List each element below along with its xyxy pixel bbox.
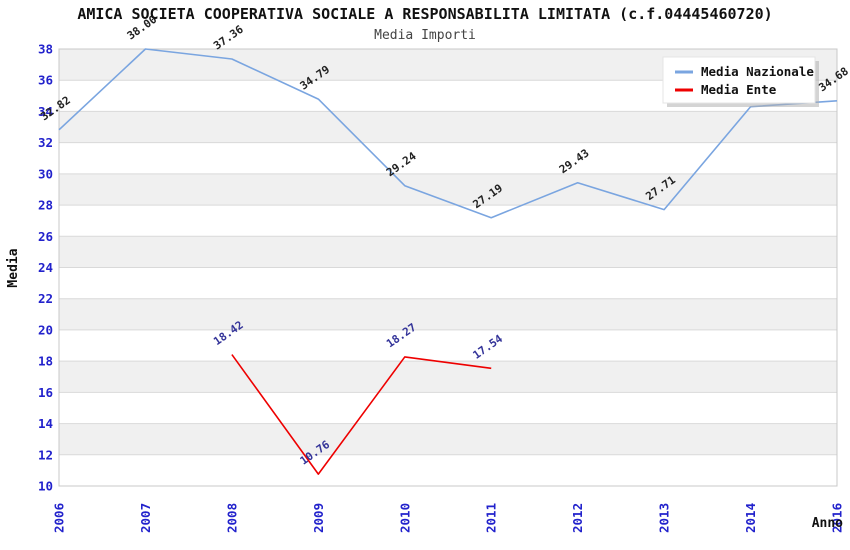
y-tick-label: 16 bbox=[38, 385, 53, 400]
plot-band bbox=[59, 236, 837, 268]
y-tick-label: 12 bbox=[38, 447, 53, 462]
plot-band bbox=[59, 361, 837, 393]
legend-label-media-ente: Media Ente bbox=[701, 82, 777, 97]
y-tick-label: 34 bbox=[38, 104, 53, 119]
data-point-label: 29.43 bbox=[557, 147, 592, 177]
y-tick-label: 38 bbox=[38, 42, 53, 57]
y-tick-label: 36 bbox=[38, 73, 53, 88]
legend: Media Nazionale Media Ente bbox=[662, 56, 819, 107]
y-tick-label: 18 bbox=[38, 354, 53, 369]
x-tick-label: 2016 bbox=[830, 503, 845, 533]
series-lines bbox=[58, 48, 838, 475]
plot-band bbox=[59, 423, 837, 455]
data-point-label: 17.54 bbox=[470, 332, 505, 362]
legend-label-media-nazionale: Media Nazionale bbox=[701, 64, 814, 79]
x-axis-ticks: 2006 2007 2008 2009 2010 2011 2012 2013 2014 2016 bbox=[52, 503, 845, 533]
x-tick-label: 2012 bbox=[570, 503, 585, 533]
plot-band bbox=[59, 111, 837, 143]
x-tick-label: 2014 bbox=[743, 503, 758, 533]
x-tick-label: 2008 bbox=[224, 503, 239, 533]
x-tick-label: 2006 bbox=[52, 503, 67, 533]
x-tick-label: 2011 bbox=[484, 503, 499, 533]
legend-box bbox=[662, 56, 816, 104]
y-tick-label: 26 bbox=[38, 229, 53, 244]
y-tick-label: 30 bbox=[38, 166, 53, 181]
data-point-label: 37.36 bbox=[211, 23, 246, 53]
y-tick-label: 24 bbox=[38, 260, 53, 275]
x-tick-label: 2013 bbox=[657, 503, 672, 533]
media-ente-line bbox=[231, 354, 492, 475]
plot-border bbox=[58, 48, 838, 487]
y-tick-label: 32 bbox=[38, 135, 53, 150]
y-tick-label: 28 bbox=[38, 198, 53, 213]
x-tick-label: 2007 bbox=[138, 503, 153, 533]
y-axis-title: Media bbox=[6, 248, 21, 287]
chart-subtitle: Media Importi bbox=[374, 28, 476, 43]
y-tick-label: 20 bbox=[38, 322, 53, 337]
plot-band bbox=[59, 298, 837, 330]
y-tick-label: 22 bbox=[38, 291, 53, 306]
x-axis-title: Anno bbox=[812, 516, 843, 531]
plot-band bbox=[59, 173, 837, 206]
media-nazionale-line bbox=[58, 48, 838, 219]
plot-bands bbox=[59, 49, 837, 455]
y-tick-label: 14 bbox=[38, 416, 53, 431]
y-tick-label: 10 bbox=[38, 479, 53, 494]
chart-title: AMICA SOCIETA COOPERATIVA SOCIALE A RESP… bbox=[77, 5, 772, 23]
x-tick-label: 2009 bbox=[311, 503, 326, 533]
y-axis-ticks: 10 12 14 16 18 20 22 24 26 28 30 32 34 36 38 bbox=[38, 42, 53, 494]
x-tick-label: 2010 bbox=[397, 503, 412, 533]
